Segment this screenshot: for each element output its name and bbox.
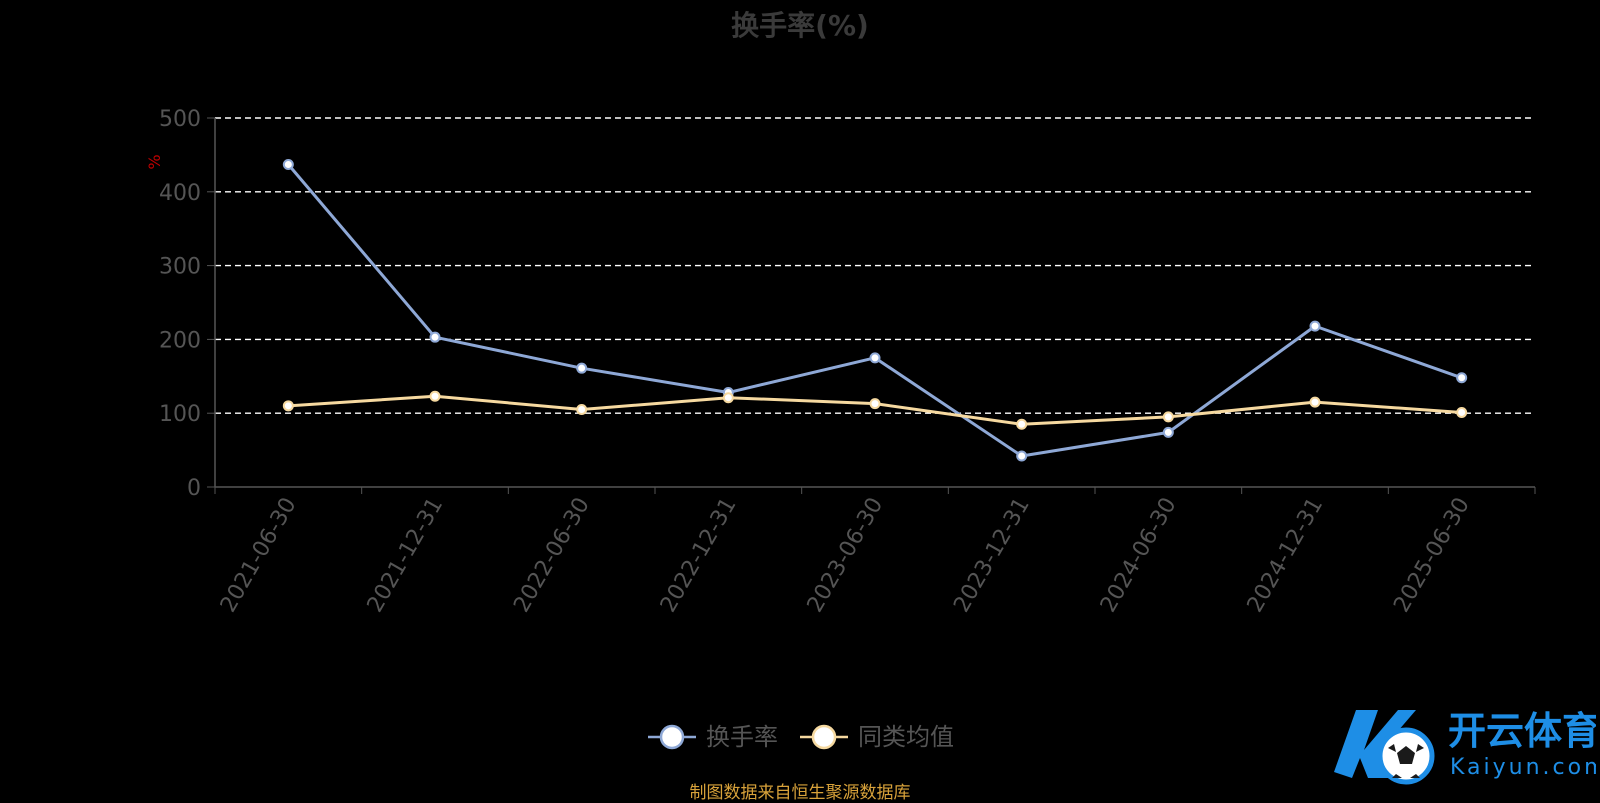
x-tick-label: 2021-06-30	[216, 494, 302, 617]
data-point	[1016, 450, 1028, 462]
data-point	[576, 404, 588, 416]
series-2	[282, 390, 1468, 430]
data-point	[429, 390, 441, 402]
y-axis-label: %	[145, 154, 164, 169]
y-tick-label: 300	[159, 255, 201, 280]
data-point	[869, 352, 881, 364]
x-tick-label: 2023-06-30	[803, 494, 889, 617]
grid-lines	[215, 117, 1535, 414]
y-tick-label: 400	[159, 181, 201, 206]
series-line	[287, 163, 1463, 458]
data-point	[1162, 411, 1174, 423]
data-point	[1456, 406, 1468, 418]
legend-label: 同类均值	[858, 723, 954, 751]
y-tick-label: 100	[159, 402, 201, 427]
x-tick-label: 2024-06-30	[1096, 494, 1182, 617]
source-note: 制图数据来自恒生聚源数据库	[689, 783, 911, 803]
data-point	[282, 158, 294, 170]
data-point	[1162, 426, 1174, 438]
data-point	[869, 398, 881, 410]
x-tick-label: 2024-12-31	[1243, 494, 1329, 617]
y-tick-label: 500	[159, 107, 201, 132]
y-tick-label: 0	[187, 476, 201, 501]
soccer-ball-icon	[1334, 710, 1435, 785]
legend: 换手率 同类均值	[648, 723, 954, 751]
x-tick-label: 2021-12-31	[363, 494, 449, 617]
brand-name-cn: 开云体育	[1448, 709, 1596, 753]
series-1	[282, 158, 1468, 462]
x-tick-label: 2025-06-30	[1389, 494, 1475, 617]
data-point	[429, 331, 441, 343]
chart-title: 换手率(%)	[731, 9, 869, 42]
data-point	[576, 362, 588, 374]
legend-marker	[659, 724, 685, 750]
data-point	[282, 400, 294, 412]
series	[282, 158, 1468, 462]
x-tick-label: 2023-12-31	[949, 494, 1035, 617]
data-point	[722, 392, 734, 404]
axes: 0 100 200 300 400 500% 2021-06-30 2021-12-31 202…	[145, 107, 1536, 617]
x-tick-label: 2022-06-30	[509, 494, 595, 617]
legend-item-1: 换手率	[648, 723, 778, 751]
data-point	[1456, 372, 1468, 384]
kaiyun-logo: 开云体育 Kaiyun.com	[1334, 709, 1596, 785]
legend-label: 换手率	[706, 723, 778, 751]
brand-name-en: Kaiyun.com	[1450, 755, 1596, 780]
data-point	[1309, 396, 1321, 408]
y-tick-label: 200	[159, 328, 201, 353]
legend-marker	[811, 724, 837, 750]
legend-item-2: 同类均值	[800, 723, 954, 751]
data-point	[1309, 320, 1321, 332]
x-tick-label: 2022-12-31	[656, 494, 742, 617]
data-point	[1016, 418, 1028, 430]
